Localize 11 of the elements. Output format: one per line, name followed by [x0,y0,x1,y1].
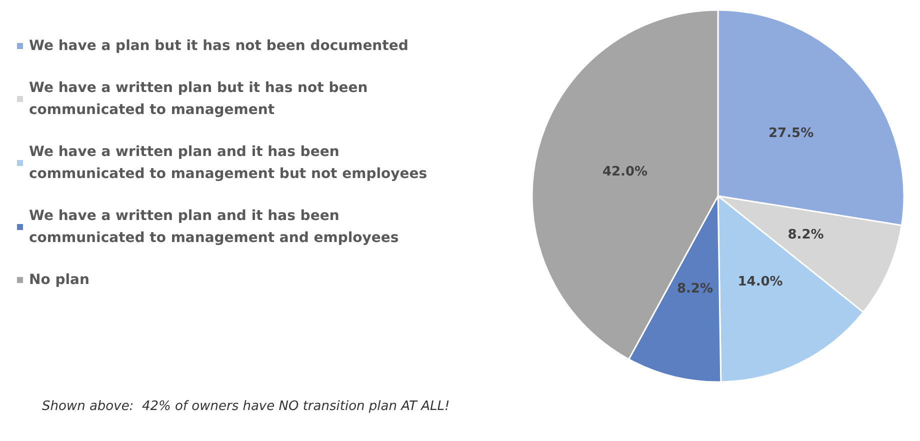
data-label: 14.0% [738,274,783,290]
legend-label: We have a written plan and it has been communicated to management but not employees [29,144,428,182]
data-label: 8.2% [676,282,714,297]
data-label: 27.5% [768,126,814,142]
legend-label: We have a written plan but it has not been communicated to management [29,80,373,118]
legend-label: No plan [29,272,90,288]
legend-label: We have a written plan and it has been communicated to management and employees [29,208,399,246]
data-label: 42.0% [602,164,648,180]
text: Shown above: 42% of owners have NO transition plan AT ALL! [42,399,450,414]
data-label: 8.2% [788,227,824,242]
legend-label: We have a plan but it has not been documented [29,38,408,54]
